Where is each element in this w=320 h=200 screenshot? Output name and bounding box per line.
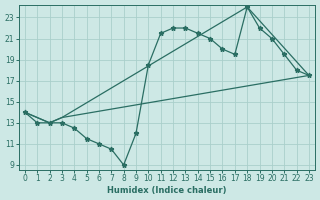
X-axis label: Humidex (Indice chaleur): Humidex (Indice chaleur)	[107, 186, 227, 195]
